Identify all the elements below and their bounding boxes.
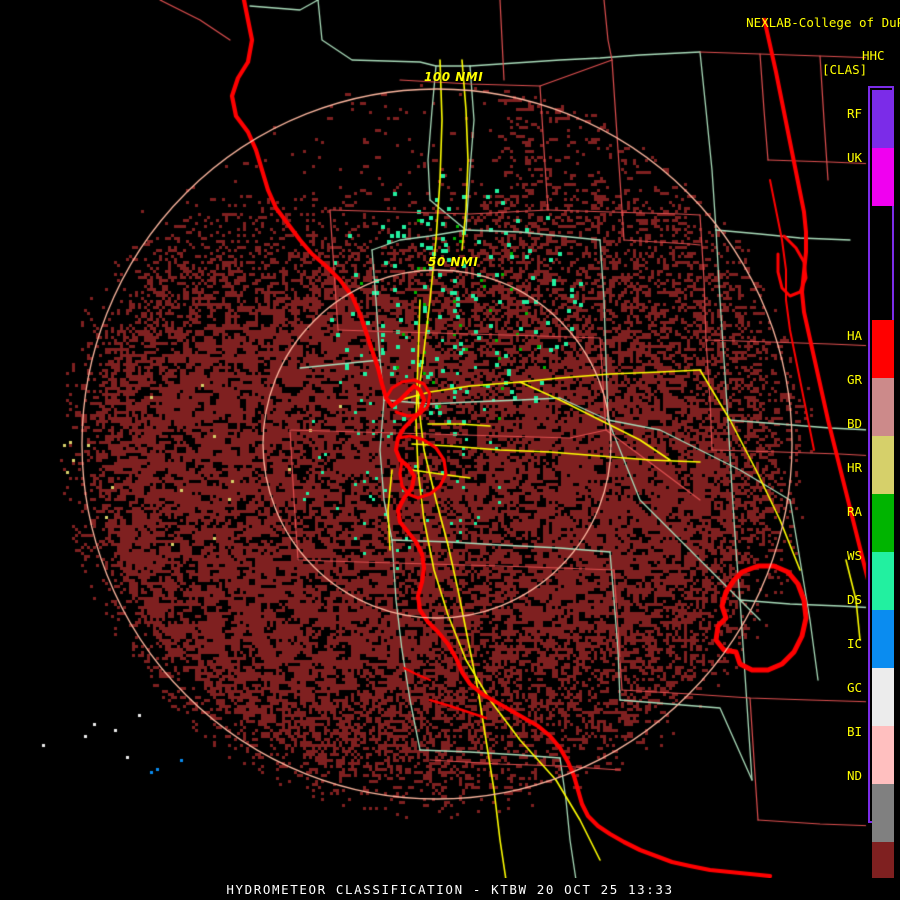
colorbar-segment-ic xyxy=(872,726,894,784)
colorbar-label-gr: GR xyxy=(846,372,862,387)
colorbar-segments xyxy=(872,88,894,900)
colorbar-segment-bd xyxy=(872,436,894,494)
status-bar: HYDROMETEOR CLASSIFICATION - KTBW 20 OCT… xyxy=(0,878,900,900)
colorbar-segment-ws xyxy=(872,610,894,668)
colorbar-label-ic: IC xyxy=(846,636,862,651)
colorbar-label-nd: ND xyxy=(846,768,862,783)
branding-text: NEXLAB-College of DuPage xyxy=(746,15,900,30)
nexlab-branding: NEXLAB-College of DuPage◾ xyxy=(716,2,900,44)
colorbar-label-ra: RA xyxy=(846,504,862,519)
colorbar-segment-rf xyxy=(872,90,894,148)
colorbar-segment-gr xyxy=(872,378,894,436)
colorbar-label-gc: GC xyxy=(846,680,862,695)
colorbar-segment-hr xyxy=(872,494,894,552)
colorbar-label-uk: UK xyxy=(846,150,862,165)
colorbar-segment-ds xyxy=(872,668,894,726)
colorbar-label-bd: BD xyxy=(846,416,862,431)
status-bar-text: HYDROMETEOR CLASSIFICATION - KTBW 20 OCT… xyxy=(226,881,674,897)
colorbar-segment-uk xyxy=(872,148,894,206)
colorbar-label-ha: HA xyxy=(846,328,862,343)
colorbar-segment-gc xyxy=(872,784,894,842)
colorbar-label-hr: HR xyxy=(846,460,862,475)
legend-product-subtitle: [CLAS] xyxy=(822,62,868,77)
colorbar-label-bi: BI xyxy=(846,724,862,739)
colorbar-segment-ha xyxy=(872,320,894,378)
colorbar-label-ds: DS xyxy=(846,592,862,607)
colorbar-segment-ra xyxy=(872,552,894,610)
colorbar-label-ws: WS xyxy=(846,548,862,563)
range-ring-100-label: 100 NMI xyxy=(424,70,484,84)
colorbar-label-rf: RF xyxy=(846,106,862,121)
classification-colorbar[interactable] xyxy=(868,86,894,900)
range-ring-50-label: 50 NMI xyxy=(428,255,479,269)
legend-product-code: HHC xyxy=(862,48,885,63)
colorbar-tick-labels: RF UK HA GR BD HR RA WS DS IC GC BI ND xyxy=(818,0,862,900)
